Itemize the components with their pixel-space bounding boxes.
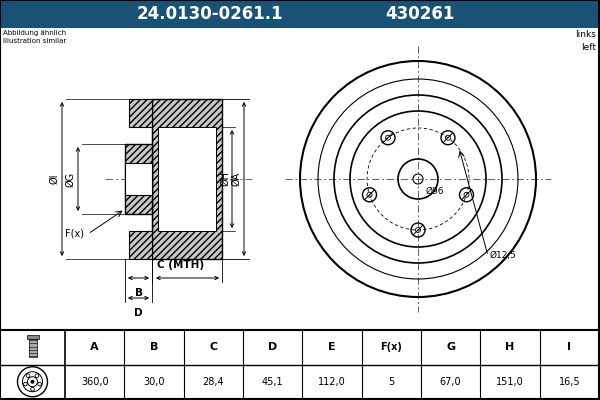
Text: ØI: ØI xyxy=(49,174,59,184)
Polygon shape xyxy=(129,99,152,127)
Text: Ø12,5: Ø12,5 xyxy=(490,251,517,260)
Text: A: A xyxy=(91,342,99,352)
Text: D: D xyxy=(134,308,143,318)
Text: ØG: ØG xyxy=(65,172,75,186)
Text: 360,0: 360,0 xyxy=(81,377,109,387)
Text: G: G xyxy=(446,342,455,352)
Text: links
left: links left xyxy=(575,30,596,52)
Text: 151,0: 151,0 xyxy=(496,377,524,387)
Text: 45,1: 45,1 xyxy=(262,377,283,387)
Text: F(x): F(x) xyxy=(380,342,402,352)
Text: 112,0: 112,0 xyxy=(318,377,346,387)
Text: ØE: ØE xyxy=(135,172,145,186)
Polygon shape xyxy=(129,231,152,259)
Bar xyxy=(0,330,599,399)
Text: E: E xyxy=(328,342,336,352)
Text: H: H xyxy=(505,342,515,352)
Circle shape xyxy=(31,380,35,384)
Text: ØH: ØH xyxy=(220,172,230,186)
Bar xyxy=(26,335,38,339)
Text: D: D xyxy=(268,342,277,352)
Text: Ø96: Ø96 xyxy=(426,187,445,196)
Polygon shape xyxy=(125,144,152,214)
Bar xyxy=(0,0,600,28)
Text: 5: 5 xyxy=(388,377,394,387)
Text: 30,0: 30,0 xyxy=(143,377,165,387)
Text: 67,0: 67,0 xyxy=(440,377,461,387)
Text: 24.0130-0261.1: 24.0130-0261.1 xyxy=(137,5,283,23)
Text: C (MTH): C (MTH) xyxy=(157,260,204,270)
Text: 28,4: 28,4 xyxy=(203,377,224,387)
Bar xyxy=(158,127,216,231)
Text: C: C xyxy=(209,342,217,352)
Text: 430261: 430261 xyxy=(385,5,455,23)
Bar xyxy=(29,339,37,357)
Text: B: B xyxy=(134,288,143,298)
Text: 16,5: 16,5 xyxy=(559,377,580,387)
Bar xyxy=(125,163,152,195)
Text: ØA: ØA xyxy=(231,172,241,186)
Text: B: B xyxy=(150,342,158,352)
Text: Abbildung ähnlich
Illustration similar: Abbildung ähnlich Illustration similar xyxy=(3,30,66,44)
Text: F(x): F(x) xyxy=(65,229,84,239)
Text: I: I xyxy=(568,342,571,352)
Polygon shape xyxy=(152,99,222,259)
